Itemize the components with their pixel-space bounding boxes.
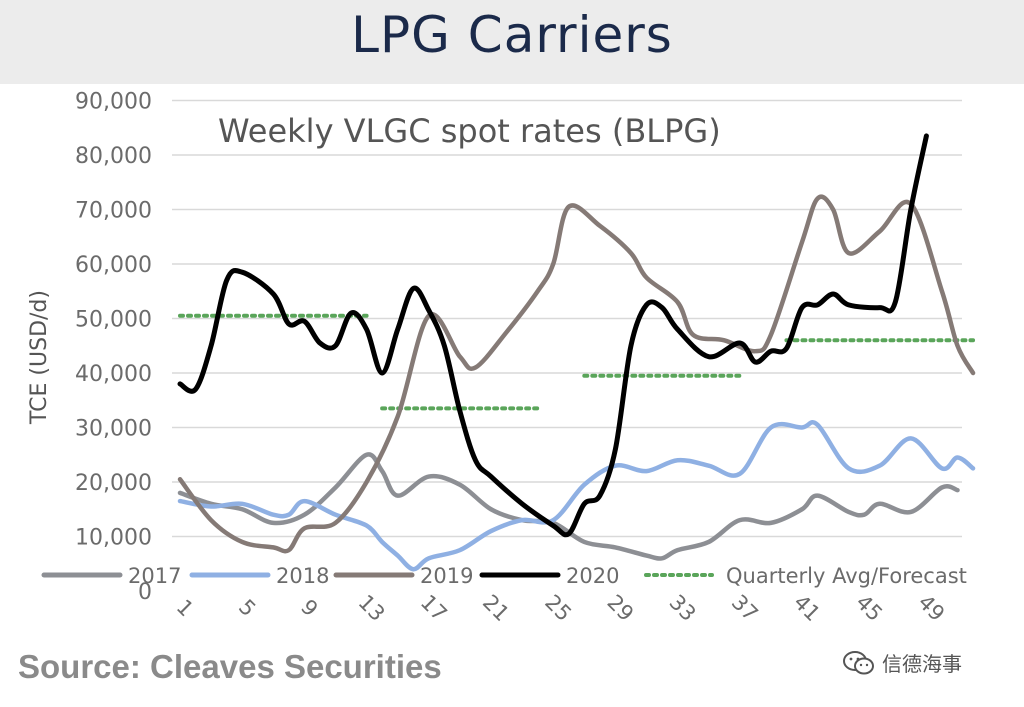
series-line-2017: [177, 452, 960, 561]
legend-item: 2017: [41, 564, 181, 588]
legend-label: 2017: [128, 564, 181, 588]
legend-item: 2019: [333, 564, 473, 588]
y-axis-label: TCE (USD/d): [27, 290, 52, 425]
legend-label: Quarterly Avg/Forecast: [726, 564, 967, 588]
y-tick-label: 40,000: [75, 362, 152, 387]
y-tick-label: 60,000: [75, 253, 152, 278]
y-tick-label: 50,000: [75, 308, 152, 333]
title-banner: LPG Carriers: [0, 0, 1024, 84]
legend-label: 2019: [420, 564, 473, 588]
y-tick-label: 0: [138, 580, 152, 605]
legend-item: 2018: [189, 564, 329, 588]
page-title: LPG Carriers: [351, 6, 673, 64]
x-tick-label: 49: [913, 590, 949, 626]
legend-label: 2020: [566, 564, 619, 588]
y-tick-label: 90,000: [75, 90, 152, 115]
series-line-2019: [177, 194, 976, 554]
series-line-2018: [177, 420, 976, 572]
x-tick-label: 13: [354, 590, 390, 626]
series-line-2020: [177, 133, 929, 538]
chart-area: 0 10,000 20,000 30,000 40,000 50,000 60,000 70,…: [27, 90, 976, 626]
source-credit: Source: Cleaves Securities: [18, 648, 442, 685]
wechat-icon: [843, 650, 874, 674]
x-tick-label: 37: [727, 590, 763, 626]
x-tick-label: 9: [296, 595, 322, 621]
watermark: 信德海事: [842, 648, 962, 677]
x-tick-label: 5: [234, 595, 260, 621]
x-tick-label: 41: [789, 590, 825, 626]
legend-item: 2020: [479, 564, 619, 588]
x-tick-label: 25: [540, 590, 576, 626]
y-tick-label: 30,000: [75, 417, 152, 442]
x-tick-label: 1: [172, 595, 198, 621]
x-tick-label: 33: [665, 590, 701, 626]
y-tick-label: 80,000: [75, 144, 152, 169]
x-tick-label: 21: [478, 590, 514, 626]
x-tick-label: 29: [602, 590, 638, 626]
legend-item: Quarterly Avg/Forecast: [644, 564, 967, 588]
y-tick-label: 20,000: [75, 471, 152, 496]
x-tick-label: 17: [416, 590, 452, 626]
x-tick-label: 45: [851, 590, 887, 626]
y-tick-label: 70,000: [75, 199, 152, 224]
chart-title: Weekly VLGC spot rates (BLPG): [218, 112, 721, 150]
legend-label: 2018: [276, 564, 329, 588]
watermark-text: 信德海事: [882, 652, 962, 676]
y-tick-label: 10,000: [75, 526, 152, 551]
